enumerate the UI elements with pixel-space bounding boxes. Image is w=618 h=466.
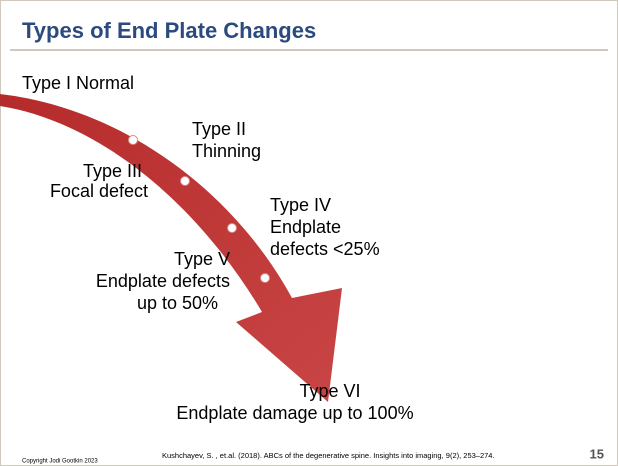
type-label: Focal defect bbox=[50, 181, 148, 201]
type-label: Type I Normal bbox=[22, 73, 134, 93]
type-label: Endplate defects bbox=[96, 271, 230, 291]
type-label: Type III bbox=[83, 161, 142, 181]
citation: Kushchayev, S. , et.al. (2018). ABCs of … bbox=[162, 451, 495, 460]
copyright: Copyright Jodi Gootkin 2023 bbox=[22, 459, 98, 465]
type-label: Thinning bbox=[192, 141, 261, 161]
page-number: 15 bbox=[590, 446, 604, 461]
type-label: Endplate bbox=[270, 217, 341, 237]
type-label: Type VI bbox=[299, 381, 360, 401]
dot bbox=[260, 273, 270, 283]
type-label: Type II bbox=[192, 119, 246, 139]
dot bbox=[227, 223, 237, 233]
dot bbox=[180, 176, 190, 186]
arrow bbox=[0, 94, 342, 402]
type-label: defects <25% bbox=[270, 239, 380, 259]
arrow-dots bbox=[128, 135, 270, 283]
type-label: Type V bbox=[174, 249, 230, 269]
type-label: Type IV bbox=[270, 195, 331, 215]
dot bbox=[128, 135, 138, 145]
title: Types of End Plate Changes bbox=[22, 18, 316, 43]
type-label: Endplate damage up to 100% bbox=[176, 403, 413, 423]
type-label: up to 50% bbox=[137, 293, 218, 313]
